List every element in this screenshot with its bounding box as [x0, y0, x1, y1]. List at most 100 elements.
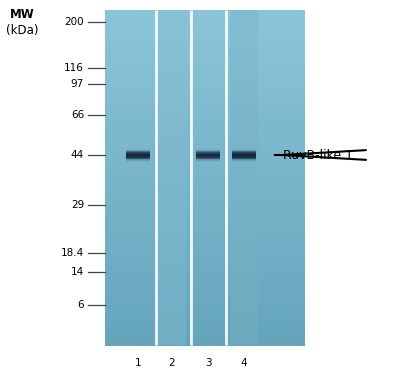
- Bar: [232, 157, 256, 158]
- Bar: [105, 332, 305, 338]
- Bar: [105, 173, 305, 179]
- Bar: [126, 149, 150, 150]
- Bar: [105, 177, 305, 183]
- Bar: [105, 106, 305, 112]
- Bar: [126, 154, 150, 155]
- Text: 97: 97: [71, 79, 84, 89]
- Bar: [126, 157, 150, 158]
- Bar: [105, 274, 305, 279]
- Bar: [196, 156, 220, 157]
- Bar: [126, 158, 150, 159]
- Bar: [196, 157, 220, 158]
- Bar: [105, 291, 305, 296]
- Bar: [196, 158, 220, 159]
- Bar: [105, 144, 305, 149]
- Bar: [232, 158, 256, 159]
- Bar: [105, 44, 305, 49]
- Bar: [105, 316, 305, 321]
- Bar: [158, 10, 186, 345]
- Bar: [105, 140, 305, 145]
- Bar: [126, 150, 150, 151]
- Bar: [232, 150, 256, 151]
- Bar: [232, 153, 256, 154]
- Bar: [232, 155, 256, 156]
- Bar: [105, 35, 305, 40]
- Bar: [105, 18, 305, 23]
- Bar: [105, 286, 305, 291]
- Bar: [126, 160, 150, 161]
- Text: 14: 14: [71, 267, 84, 277]
- Bar: [126, 154, 150, 155]
- Bar: [196, 160, 220, 161]
- Bar: [232, 159, 256, 160]
- Bar: [105, 207, 305, 212]
- Bar: [232, 158, 256, 159]
- Bar: [126, 150, 150, 151]
- Text: 200: 200: [64, 17, 84, 27]
- Bar: [126, 156, 150, 157]
- Bar: [126, 151, 150, 152]
- Bar: [105, 198, 305, 204]
- Text: 4: 4: [241, 358, 247, 368]
- Bar: [196, 158, 220, 159]
- Bar: [196, 150, 220, 151]
- Bar: [126, 152, 150, 153]
- Bar: [230, 10, 258, 345]
- Bar: [105, 64, 305, 70]
- Bar: [105, 60, 305, 65]
- Text: RuvB-like 1: RuvB-like 1: [283, 149, 353, 161]
- Bar: [105, 119, 305, 124]
- Bar: [105, 148, 305, 153]
- Bar: [196, 153, 220, 154]
- Bar: [105, 336, 305, 342]
- Bar: [232, 157, 256, 158]
- Bar: [232, 152, 256, 153]
- Bar: [126, 154, 150, 155]
- Bar: [105, 10, 305, 15]
- Bar: [105, 328, 305, 333]
- Text: 66: 66: [71, 110, 84, 120]
- Text: (kDa): (kDa): [6, 24, 38, 37]
- Bar: [232, 159, 256, 160]
- Bar: [196, 159, 220, 160]
- Bar: [105, 240, 305, 246]
- Bar: [105, 244, 305, 250]
- Bar: [105, 73, 305, 78]
- Bar: [126, 152, 150, 153]
- Text: MW: MW: [10, 8, 35, 21]
- Bar: [232, 153, 256, 154]
- Bar: [126, 155, 150, 156]
- Bar: [196, 153, 220, 154]
- Bar: [105, 236, 305, 241]
- Bar: [105, 182, 305, 187]
- Bar: [105, 194, 305, 199]
- Bar: [232, 156, 256, 157]
- Bar: [105, 190, 305, 195]
- Bar: [105, 165, 305, 170]
- Bar: [196, 154, 220, 155]
- Bar: [196, 151, 220, 152]
- Bar: [196, 155, 220, 156]
- Bar: [196, 152, 220, 153]
- Bar: [105, 27, 305, 32]
- Bar: [126, 157, 150, 158]
- Bar: [126, 150, 150, 151]
- Text: 18.4: 18.4: [61, 248, 84, 258]
- Bar: [105, 249, 305, 254]
- Bar: [105, 31, 305, 36]
- Bar: [105, 169, 305, 174]
- Bar: [105, 307, 305, 313]
- Bar: [105, 253, 305, 258]
- Bar: [126, 156, 150, 157]
- Bar: [105, 10, 305, 345]
- Bar: [196, 152, 220, 153]
- Bar: [105, 102, 305, 107]
- Bar: [105, 136, 305, 141]
- Bar: [196, 156, 220, 157]
- Bar: [232, 151, 256, 152]
- Bar: [105, 81, 305, 86]
- Bar: [105, 56, 305, 61]
- Bar: [105, 131, 305, 137]
- Bar: [105, 270, 305, 275]
- Bar: [196, 154, 220, 155]
